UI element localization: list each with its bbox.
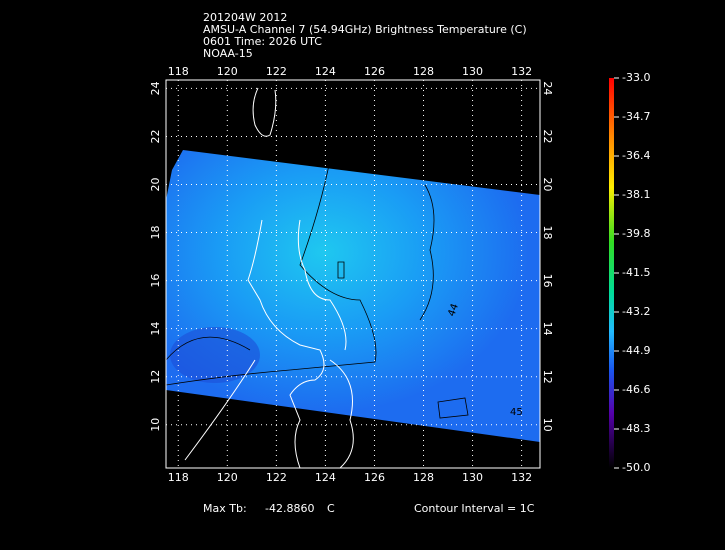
contour xyxy=(337,261,345,279)
contours xyxy=(165,159,469,419)
lat-label: 18 xyxy=(541,226,554,240)
contour xyxy=(165,336,251,361)
cold-area xyxy=(170,327,260,383)
lat-label: 22 xyxy=(149,129,162,143)
colorbar-label: -36.4 xyxy=(622,149,650,162)
coastlines xyxy=(184,87,354,469)
colorbar-label: -50.0 xyxy=(622,461,650,474)
contour-label: 45 xyxy=(510,407,523,418)
colorbar-label: -48.3 xyxy=(622,422,650,435)
lat-label: 16 xyxy=(541,274,554,288)
header: 201204W 2012 AMSU-A Channel 7 (54.94GHz)… xyxy=(203,11,527,60)
contour xyxy=(419,184,435,321)
contour-label: 44 xyxy=(446,302,461,318)
header-line: 0601 Time: 2026 UTC xyxy=(203,35,322,48)
lon-label: 132 xyxy=(511,471,532,484)
lon-label: 120 xyxy=(217,65,238,78)
lat-label: 24 xyxy=(149,81,162,95)
footer-label: Max Tb: xyxy=(203,502,247,515)
lat-label: 10 xyxy=(541,418,554,432)
lon-label: 122 xyxy=(266,65,287,78)
colorbar-label: -44.9 xyxy=(622,344,650,357)
lat-label: 14 xyxy=(149,322,162,336)
contour xyxy=(437,397,469,419)
lon-label: 122 xyxy=(266,471,287,484)
footer-unit: C xyxy=(327,502,335,515)
footer-value: -42.8860 xyxy=(265,502,314,515)
map-frame xyxy=(165,79,541,469)
lat-label: 10 xyxy=(149,418,162,432)
lat-label: 18 xyxy=(149,226,162,240)
lat-label: 20 xyxy=(541,178,554,192)
lat-label: 14 xyxy=(541,322,554,336)
lon-label: 126 xyxy=(364,471,385,484)
header-line: NOAA-15 xyxy=(203,47,253,60)
lon-label: 132 xyxy=(511,65,532,78)
lon-label: 130 xyxy=(462,471,483,484)
lon-label: 128 xyxy=(413,471,434,484)
header-line: 201204W 2012 xyxy=(203,11,287,24)
lat-label: 20 xyxy=(149,178,162,192)
header-line: AMSU-A Channel 7 (54.94GHz) Brightness T… xyxy=(203,23,527,36)
colorbar-label: -41.5 xyxy=(622,266,650,279)
colorbar-label: -46.6 xyxy=(622,383,650,396)
colorbar-label: -38.1 xyxy=(622,188,650,201)
colorbar-label: -43.2 xyxy=(622,305,650,318)
colorbar-label: -33.0 xyxy=(622,71,650,84)
colorbar-label: -39.8 xyxy=(622,227,650,240)
lon-label: 130 xyxy=(462,65,483,78)
lon-label: 124 xyxy=(315,471,336,484)
coastline xyxy=(252,87,277,137)
footer-contour: Contour Interval = 1C xyxy=(414,502,535,515)
lat-label: 22 xyxy=(541,129,554,143)
lon-label: 120 xyxy=(217,471,238,484)
colorbar xyxy=(609,78,614,468)
swath xyxy=(166,150,540,442)
lon-label: 118 xyxy=(168,471,189,484)
lat-label: 12 xyxy=(541,370,554,384)
lon-label: 126 xyxy=(364,65,385,78)
lon-label: 128 xyxy=(413,65,434,78)
lon-label: 118 xyxy=(168,65,189,78)
lat-label: 16 xyxy=(149,274,162,288)
coastline xyxy=(184,219,354,469)
contour xyxy=(165,159,377,386)
lat-label: 12 xyxy=(149,370,162,384)
lat-label: 24 xyxy=(541,81,554,95)
lon-label: 124 xyxy=(315,65,336,78)
colorbar-label: -34.7 xyxy=(622,110,650,123)
